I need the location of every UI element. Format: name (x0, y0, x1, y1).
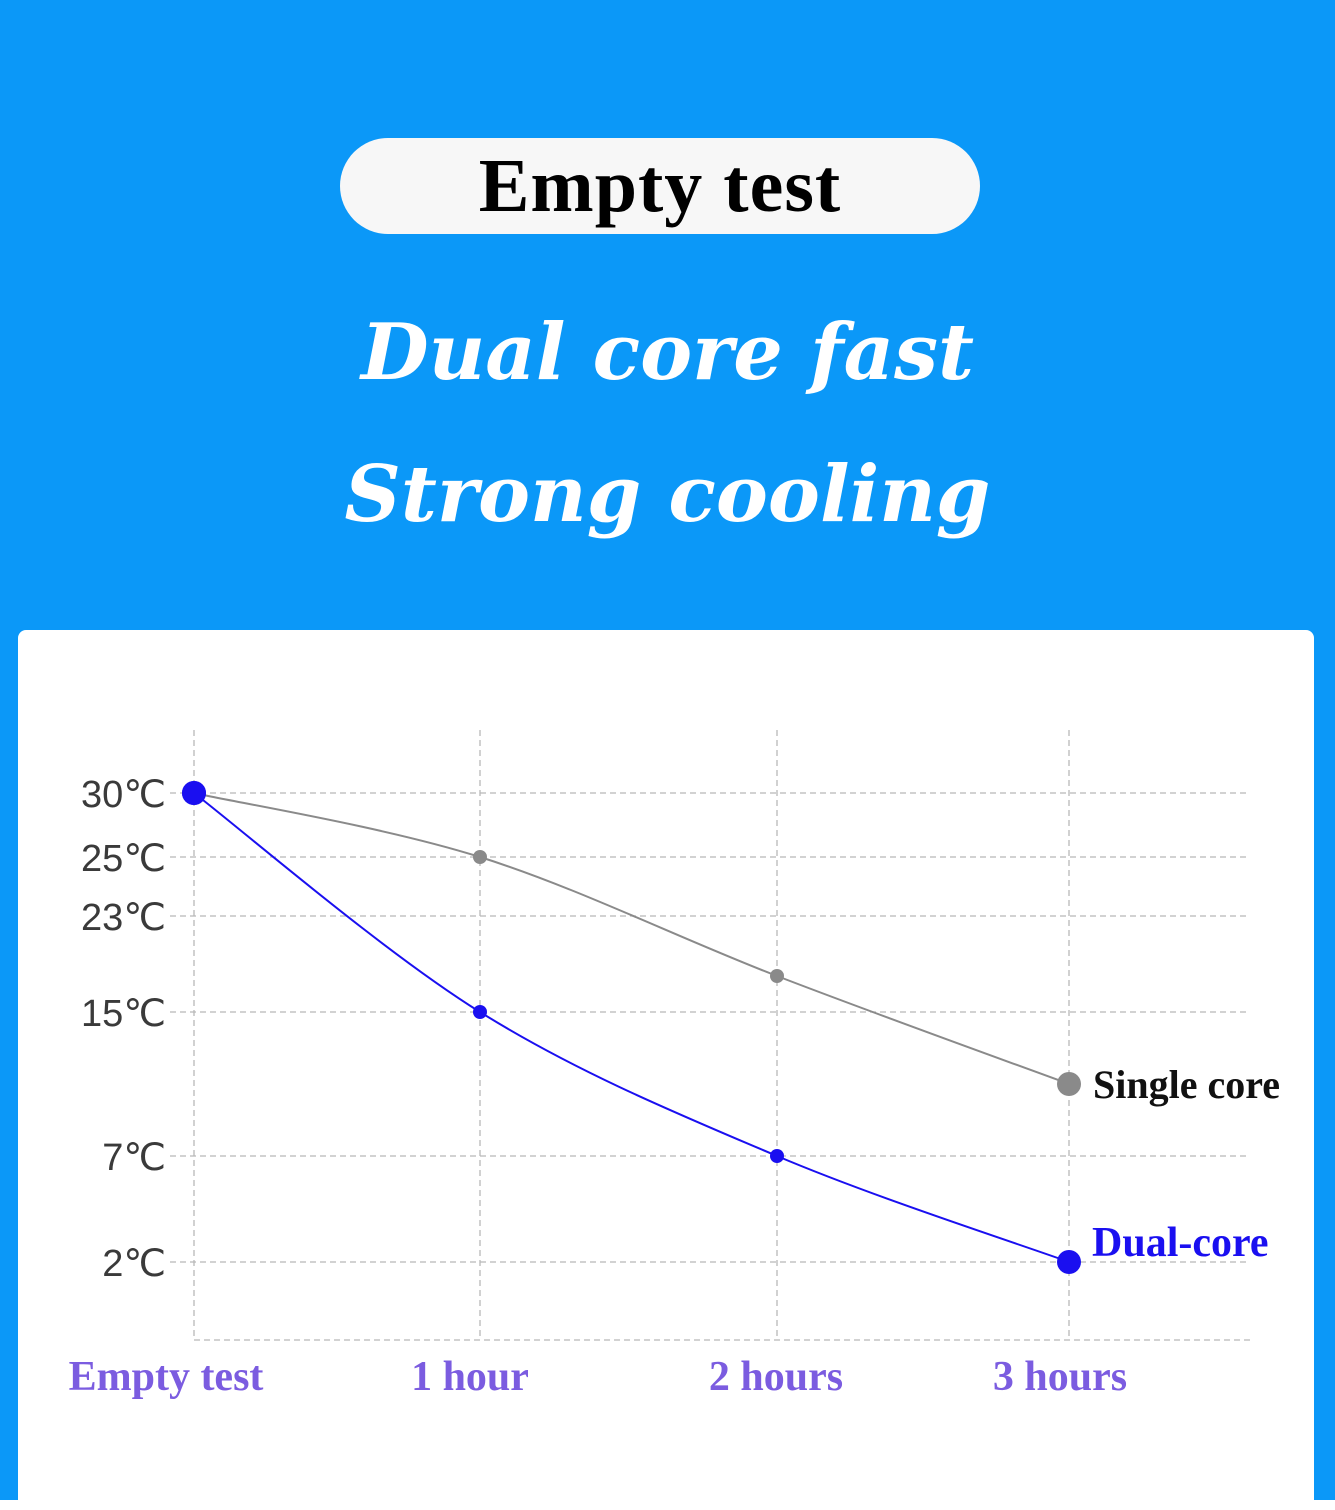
title-badge-label: Empty test (478, 143, 842, 228)
y-tick-label: 7℃ (102, 1137, 166, 1179)
single-core-series-label: Single core (1093, 1062, 1280, 1107)
dual-core-point (473, 1005, 487, 1019)
headline-line-2: Strong cooling (344, 449, 991, 540)
single-core-point (1057, 1072, 1081, 1096)
title-badge: Empty test (340, 138, 980, 234)
y-tick-label: 30℃ (81, 774, 166, 816)
dual-core-series-label: Dual-core (1092, 1220, 1269, 1266)
x-tick-label: Empty test (69, 1354, 264, 1400)
x-tick-label: 1 hour (411, 1354, 529, 1400)
single-core-point (473, 850, 487, 864)
x-tick-label: 2 hours (709, 1354, 843, 1400)
y-tick-label: 2℃ (102, 1243, 166, 1285)
y-tick-label: 15℃ (81, 993, 166, 1035)
single-core-point (770, 969, 784, 983)
y-tick-label: 25℃ (81, 838, 166, 880)
chart-panel (18, 630, 1314, 1510)
dual-core-point (770, 1149, 784, 1163)
single-core-line (193, 792, 1070, 1085)
dual-core-line (193, 792, 1070, 1263)
x-tick-label: 3 hours (993, 1354, 1127, 1400)
dual-core-point (182, 781, 206, 805)
dual-core-point (1057, 1250, 1081, 1274)
headline-line-1: Dual core fast (360, 307, 975, 398)
y-tick-label: 23℃ (81, 897, 166, 939)
